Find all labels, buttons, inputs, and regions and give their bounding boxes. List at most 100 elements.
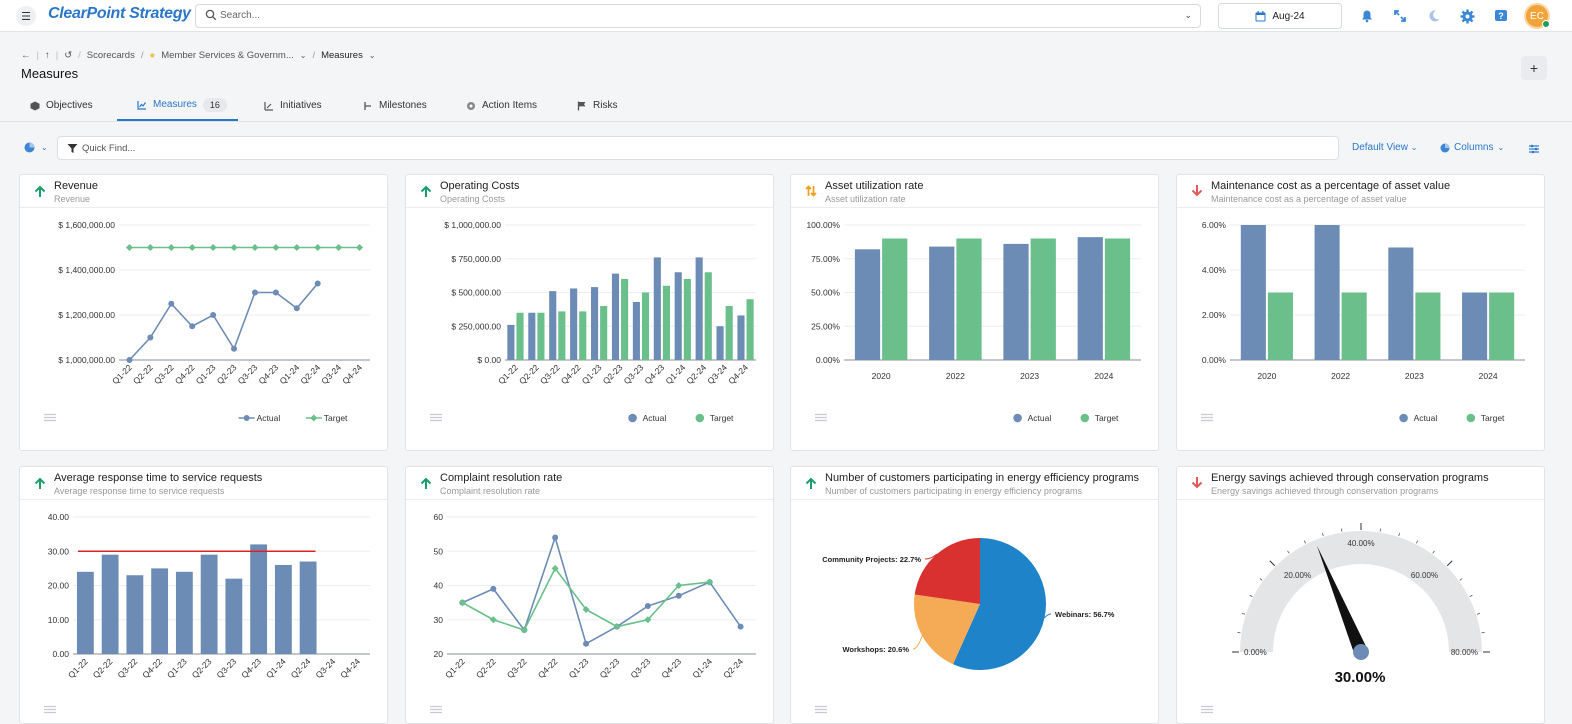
data-point[interactable]	[583, 640, 590, 647]
data-point[interactable]	[737, 623, 744, 630]
actual-bar[interactable]	[101, 554, 119, 654]
data-point[interactable]	[552, 534, 559, 541]
measure-card[interactable]: Energy savings achieved through conserva…	[1176, 466, 1545, 724]
actual-bar[interactable]	[653, 257, 661, 360]
data-point[interactable]	[644, 616, 652, 624]
pie-slice[interactable]	[914, 538, 980, 604]
card-title[interactable]: Asset utilization rate	[825, 180, 924, 192]
card-title[interactable]: Energy savings achieved through conserva…	[1211, 472, 1489, 484]
measure-card[interactable]: Asset utilization rate Asset utilization …	[790, 174, 1159, 451]
actual-bar[interactable]	[126, 575, 144, 654]
data-point[interactable]	[314, 244, 322, 251]
measure-card[interactable]: Number of customers participating in ene…	[790, 466, 1159, 724]
actual-bar[interactable]	[716, 326, 724, 360]
actual-bar[interactable]	[549, 291, 557, 360]
drag-handle-icon[interactable]	[815, 413, 827, 423]
expand-icon[interactable]	[1391, 7, 1409, 25]
legend-item[interactable]: Target	[695, 413, 735, 423]
data-point[interactable]	[520, 626, 528, 634]
actual-bar[interactable]	[250, 544, 268, 654]
add-button[interactable]: +	[1521, 56, 1547, 80]
data-point[interactable]	[613, 623, 621, 631]
measure-card[interactable]: Complaint resolution rate Complaint resol…	[405, 466, 774, 724]
target-bar[interactable]	[956, 238, 982, 361]
data-point[interactable]	[230, 244, 238, 251]
chart-view-toggle[interactable]: ⌄	[24, 142, 48, 153]
card-title[interactable]: Number of customers participating in ene…	[825, 472, 1140, 484]
target-bar[interactable]	[537, 312, 545, 360]
card-title[interactable]: Complaint resolution rate	[440, 472, 563, 484]
tab-objectives[interactable]: Objectives	[30, 90, 93, 121]
bell-icon[interactable]	[1358, 7, 1376, 25]
target-bar[interactable]	[704, 272, 712, 360]
actual-bar[interactable]	[929, 246, 955, 360]
user-avatar[interactable]: EC	[1524, 3, 1550, 29]
data-point[interactable]	[644, 603, 651, 610]
legend-item[interactable]: Target	[1466, 413, 1506, 423]
pie-slice[interactable]	[953, 538, 1046, 670]
data-point[interactable]	[167, 244, 175, 251]
target-bar[interactable]	[1415, 292, 1441, 361]
data-point[interactable]	[146, 244, 154, 251]
data-point[interactable]	[293, 244, 301, 251]
complaints-series-line[interactable]	[462, 534, 742, 645]
target-bar[interactable]	[621, 279, 629, 360]
actual-bar[interactable]	[1462, 292, 1488, 361]
data-point[interactable]	[706, 578, 714, 586]
target-bar[interactable]	[683, 279, 691, 360]
actual-bar[interactable]	[200, 554, 218, 654]
actual-bar[interactable]	[570, 288, 578, 360]
resolved-series-line[interactable]	[462, 566, 710, 632]
data-point[interactable]	[293, 305, 300, 312]
quick-find-input[interactable]: Quick Find...	[57, 136, 1339, 160]
data-point[interactable]	[209, 244, 217, 251]
settings-sliders-icon[interactable]	[1528, 142, 1540, 160]
target-bar[interactable]	[746, 299, 754, 360]
app-logo[interactable]: ClearPoint Strategy	[48, 5, 191, 22]
data-point[interactable]	[188, 244, 196, 251]
target-bar[interactable]	[1267, 292, 1293, 361]
actual-bar[interactable]	[1003, 243, 1029, 360]
chevron-down-icon[interactable]: ⌄	[299, 51, 307, 60]
drag-handle-icon[interactable]	[1201, 413, 1213, 423]
measure-card[interactable]: Operating Costs Operating Costs $ 0.00 $ 25…	[405, 174, 774, 451]
measure-card[interactable]: Maintenance cost as a percentage of asse…	[1176, 174, 1545, 451]
actual-bar[interactable]	[1388, 247, 1414, 361]
data-point[interactable]	[168, 300, 175, 307]
actual-bar[interactable]	[76, 571, 94, 654]
tab-measures[interactable]: Measures 16	[117, 90, 238, 121]
actual-bar[interactable]	[695, 257, 703, 360]
tab-initiatives[interactable]: Initiatives	[264, 90, 322, 121]
legend-item[interactable]: Actual	[1013, 413, 1051, 423]
card-title[interactable]: Average response time to service request…	[54, 472, 263, 484]
actual-bar[interactable]	[299, 561, 317, 654]
drag-handle-icon[interactable]	[430, 413, 442, 423]
legend-item[interactable]: Target	[1080, 413, 1120, 423]
tab-action-items[interactable]: Action Items	[466, 90, 537, 121]
data-point[interactable]	[189, 323, 196, 330]
data-point[interactable]	[551, 564, 559, 572]
measure-card[interactable]: Revenue Revenue $ 1,000,000.00 $ 1,200,000.…	[19, 174, 388, 451]
target-bar[interactable]	[1341, 292, 1367, 361]
card-title[interactable]: Revenue	[54, 180, 99, 192]
target-bar[interactable]	[1489, 292, 1515, 361]
legend-item[interactable]: Actual	[1399, 413, 1437, 423]
actual-bar[interactable]	[632, 301, 640, 360]
data-point[interactable]	[675, 582, 683, 589]
target-bar[interactable]	[882, 238, 908, 361]
back-arrow-icon[interactable]: ←	[21, 50, 31, 61]
target-bar[interactable]	[558, 311, 566, 360]
drag-handle-icon[interactable]	[430, 705, 442, 715]
target-bar[interactable]	[516, 312, 524, 360]
actual-bar[interactable]	[1240, 225, 1266, 360]
breadcrumb-current[interactable]: Measures	[321, 50, 363, 61]
actual-bar[interactable]	[737, 315, 745, 360]
actual-bar[interactable]	[591, 287, 599, 360]
target-bar[interactable]	[641, 292, 650, 361]
data-point[interactable]	[675, 592, 682, 599]
legend-item[interactable]: Target	[305, 413, 348, 423]
drag-handle-icon[interactable]	[1201, 705, 1213, 715]
actual-bar[interactable]	[1077, 237, 1103, 360]
drag-handle-icon[interactable]	[44, 705, 56, 715]
data-point[interactable]	[272, 244, 280, 251]
